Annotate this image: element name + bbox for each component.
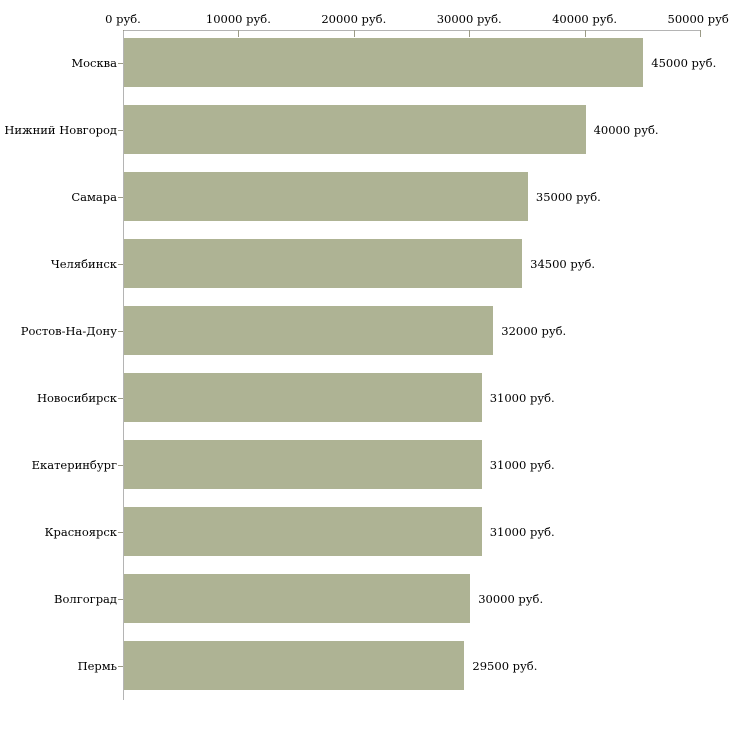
category-label: Москва [71, 55, 117, 70]
bar-value-label: 34500 руб. [530, 256, 596, 271]
bar[interactable] [124, 574, 471, 623]
bar-value-label: 31000 руб. [489, 390, 555, 405]
y-axis-tick [118, 465, 123, 466]
category-label: Красноярск [44, 524, 117, 539]
bar[interactable] [124, 306, 494, 355]
x-axis-tick-label: 30000 руб. [436, 12, 502, 26]
bar[interactable] [124, 373, 482, 422]
y-axis-tick [118, 197, 123, 198]
bar[interactable] [124, 38, 644, 87]
x-axis-tick [584, 30, 586, 37]
y-axis-tick [118, 331, 123, 332]
category-label: Самара [71, 189, 117, 204]
x-axis-tick-label: 20000 руб. [321, 12, 387, 26]
category-label: Екатеринбург [31, 457, 117, 472]
bar-value-label: 29500 руб. [472, 658, 538, 673]
category-label: Челябинск [50, 256, 117, 271]
category-label: Новосибирск [36, 390, 117, 405]
bar-value-label: 40000 руб. [593, 122, 659, 137]
category-label: Нижний Новгород [4, 122, 117, 137]
bar[interactable] [124, 507, 482, 556]
bar-value-label: 30000 руб. [478, 591, 544, 606]
y-axis-tick [118, 63, 123, 64]
x-axis-tick [353, 30, 355, 37]
y-axis-tick [118, 264, 123, 265]
category-label: Пермь [77, 658, 117, 673]
y-axis-tick [118, 398, 123, 399]
y-axis-line [123, 31, 124, 700]
x-axis-line [123, 30, 700, 31]
bar[interactable] [124, 105, 586, 154]
bar-value-label: 31000 руб. [489, 457, 555, 472]
y-axis-tick [118, 599, 123, 600]
bar[interactable] [124, 440, 482, 489]
y-axis-tick [118, 532, 123, 533]
x-axis-tick-label: 50000 руб. [667, 12, 730, 26]
bar[interactable] [124, 172, 528, 221]
x-axis-tick [700, 30, 701, 37]
bar-value-label: 35000 руб. [535, 189, 601, 204]
y-axis-tick [118, 666, 123, 667]
x-axis-tick [238, 30, 240, 37]
x-axis-tick-label: 10000 руб. [205, 12, 271, 26]
bar[interactable] [124, 641, 465, 690]
category-label: Волгоград [54, 591, 117, 606]
bar-value-label: 31000 руб. [489, 524, 555, 539]
y-axis-tick [118, 130, 123, 131]
x-axis-tick-label: 0 руб. [105, 12, 141, 26]
x-axis-tick [469, 30, 471, 37]
x-axis-tick-label: 40000 руб. [552, 12, 618, 26]
category-label: Ростов-На-Дону [20, 323, 117, 338]
bar-value-label: 45000 руб. [651, 55, 717, 70]
bar-value-label: 32000 руб. [501, 323, 567, 338]
bar[interactable] [124, 239, 523, 288]
